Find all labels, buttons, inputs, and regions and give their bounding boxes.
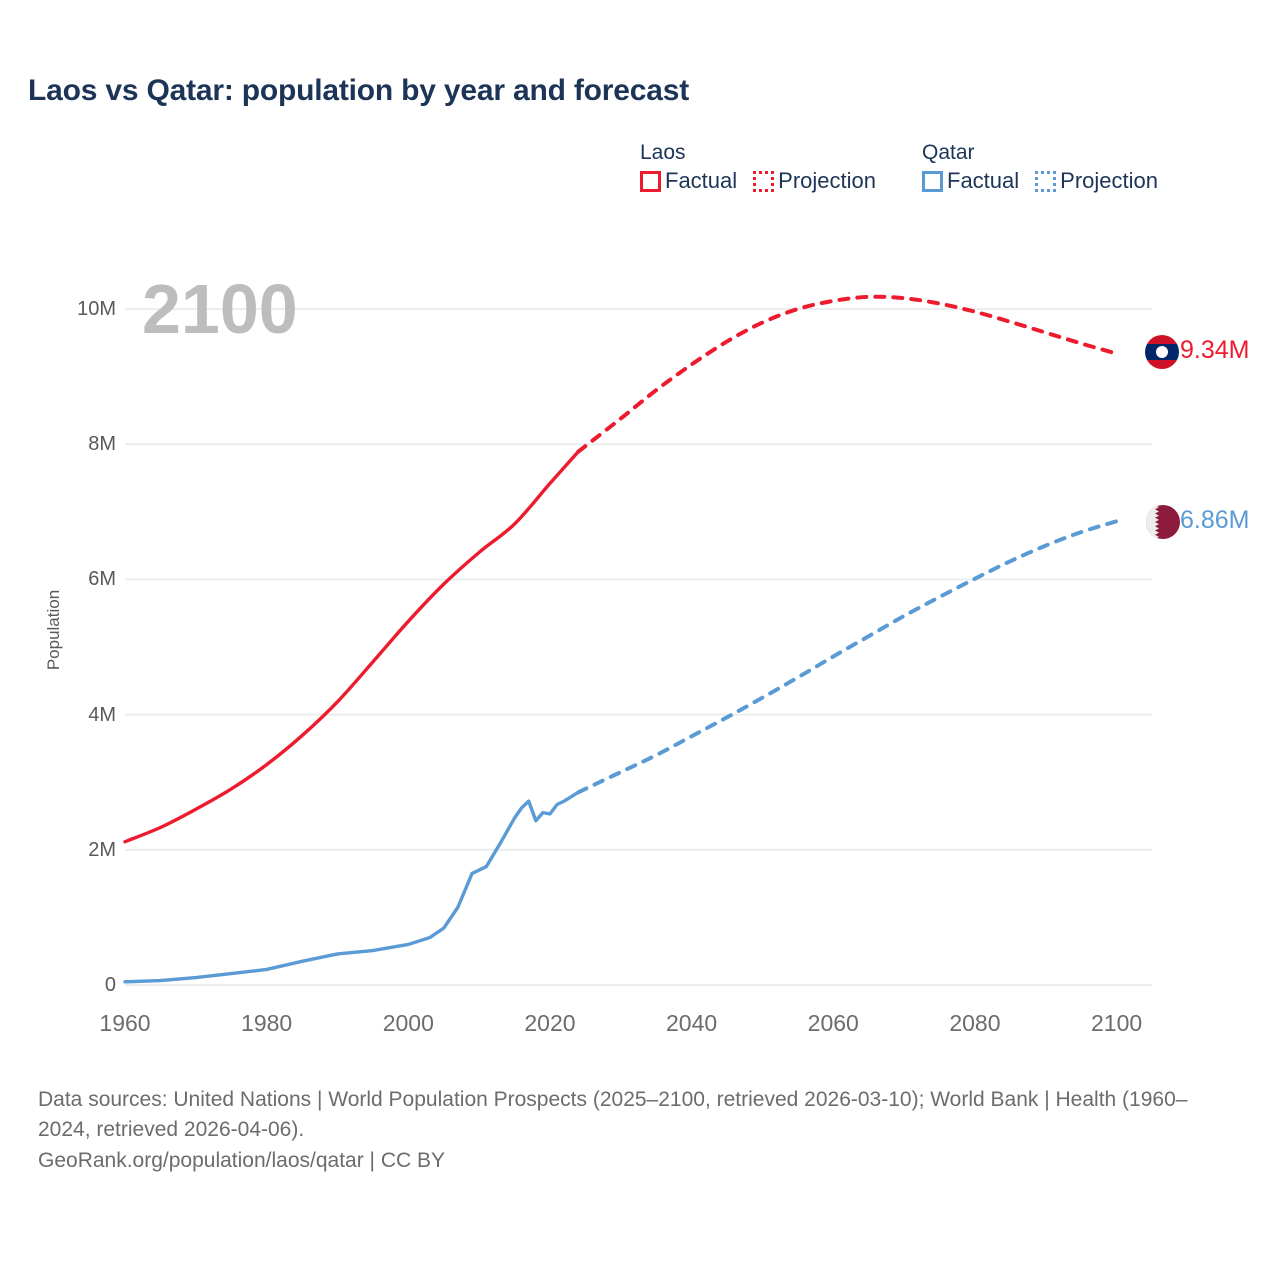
x-tick-label: 2000 xyxy=(382,1010,434,1036)
y-tick-label: 6M xyxy=(88,568,116,591)
footer-data-sources: Data sources: United Nations | World Pop… xyxy=(38,1088,1188,1142)
legend-group-title-laos: Laos xyxy=(640,141,686,164)
legend-group-title-qatar: Qatar xyxy=(922,141,975,164)
watermark-year: 2100 xyxy=(142,270,298,348)
y-tick-label: 8M xyxy=(88,433,116,456)
legend-label-qatar-projection: Projection xyxy=(1060,168,1158,193)
legend-item-qatar-projection[interactable]: Projection xyxy=(1035,170,1158,192)
series-line-laos-solid xyxy=(123,449,580,844)
legend-items-qatar: Factual Projection xyxy=(922,170,1158,192)
laos-endpoint-value: 9.34M xyxy=(1180,336,1250,364)
x-tick-label: 2060 xyxy=(807,1010,859,1036)
laos-flag-marker xyxy=(1145,335,1179,369)
legend-swatch-solid-icon xyxy=(640,170,661,192)
qatar-endpoint-value: 6.86M xyxy=(1180,506,1250,534)
legend-items-laos: Factual Projection xyxy=(640,170,876,192)
y-tick-label: 0 xyxy=(104,974,116,996)
series-line-qatar-solid xyxy=(123,790,580,984)
legend-label-laos-factual: Factual xyxy=(665,168,738,193)
page-title: Laos vs Qatar: population by year and fo… xyxy=(28,74,689,107)
qatar-flag-marker xyxy=(1146,505,1180,539)
y-tick-label: 4M xyxy=(88,703,116,726)
x-tick-label: 1980 xyxy=(241,1010,293,1036)
series-line-qatar-dotted xyxy=(576,519,1119,795)
legend-swatch-dotted-icon xyxy=(1035,170,1057,192)
legend-group-qatar: Qatar Factual Projection xyxy=(922,142,1158,192)
footer-attribution: GeoRank.org/population/laos/qatar | CC B… xyxy=(38,1148,446,1172)
footer: Data sources: United Nations | World Pop… xyxy=(38,1085,1238,1176)
legend-label-laos-projection: Projection xyxy=(778,168,876,193)
x-tick-label: 2080 xyxy=(949,1010,1001,1036)
series-lines xyxy=(123,294,1119,984)
gridlines xyxy=(125,308,1152,986)
chart-legend: Laos Factual Projection Qatar Factual xyxy=(640,142,1158,192)
x-tick-label: 2100 xyxy=(1090,1010,1143,1036)
legend-label-qatar-factual: Factual xyxy=(947,168,1020,193)
y-tick-label: 2M xyxy=(88,838,116,861)
legend-group-laos: Laos Factual Projection xyxy=(640,142,876,192)
series-line-laos-dotted xyxy=(576,294,1119,454)
legend-item-laos-factual[interactable]: Factual xyxy=(640,170,737,192)
legend-item-qatar-factual[interactable]: Factual xyxy=(922,170,1019,192)
x-tick-label: 2040 xyxy=(666,1010,718,1036)
y-tick-label: 10M xyxy=(77,298,116,320)
legend-swatch-dotted-icon xyxy=(753,170,775,192)
x-tick-label: 2020 xyxy=(524,1010,576,1036)
legend-swatch-solid-icon xyxy=(922,170,943,192)
x-tick-label: 1960 xyxy=(99,1010,151,1036)
legend-item-laos-projection[interactable]: Projection xyxy=(753,170,876,192)
